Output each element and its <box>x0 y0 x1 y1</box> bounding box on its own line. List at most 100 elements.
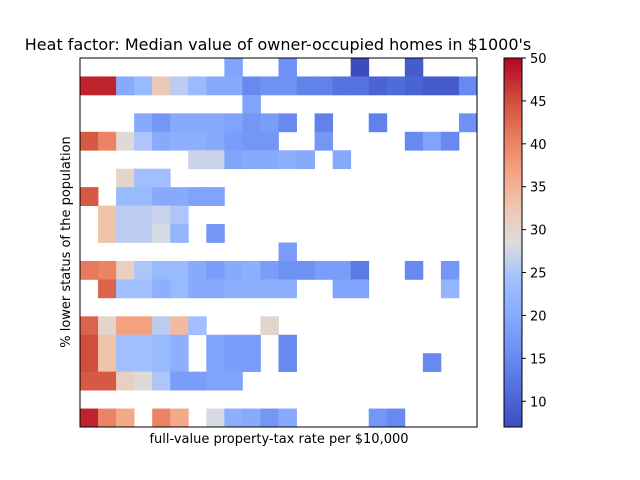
heatmap-cell <box>242 131 261 151</box>
colorbar-tick-label: 50 <box>530 52 547 67</box>
heatmap-cell <box>98 205 117 225</box>
heatmap-cell <box>188 113 207 133</box>
heatmap-cell <box>332 279 352 299</box>
heatmap-cell <box>152 76 171 96</box>
heatmap-cell <box>188 279 207 299</box>
heatmap-cell <box>404 76 424 96</box>
heatmap-cell <box>404 260 424 280</box>
colorbar-tick-label: 15 <box>530 352 547 367</box>
heatmap-cell <box>242 113 261 133</box>
heatmap-cell <box>152 353 171 373</box>
heatmap-cell <box>206 131 225 151</box>
heatmap-cell <box>80 187 99 206</box>
heatmap-cell <box>422 353 442 373</box>
heatmap-cells <box>80 58 478 428</box>
heatmap-cell <box>242 150 261 170</box>
heatmap-cell <box>170 334 189 354</box>
heatmap-cell <box>278 150 297 170</box>
heatmap-cell <box>134 316 153 336</box>
heatmap-cell <box>116 205 135 225</box>
heatmap-cell <box>206 113 225 133</box>
heatmap-cell <box>98 76 117 96</box>
heatmap-cell <box>296 76 315 96</box>
heatmap-cell <box>152 187 171 206</box>
heatmap-cell <box>188 150 207 170</box>
heatmap-cell <box>188 316 207 336</box>
heatmap-cell <box>134 168 153 188</box>
heatmap-cell <box>152 131 171 151</box>
heatmap-cell <box>350 279 370 299</box>
heatmap-cell <box>206 371 225 391</box>
heatmap-cell <box>134 131 153 151</box>
heatmap-cell <box>260 316 279 336</box>
heatmap-cell <box>350 76 370 96</box>
heatmap-cell <box>98 224 117 243</box>
heatmap-cell <box>170 260 189 280</box>
heatmap-cell <box>260 408 279 428</box>
heatmap-cell <box>278 113 297 133</box>
colorbar-tick-label: 20 <box>530 309 547 324</box>
heatmap-cell <box>116 187 135 206</box>
heatmap-cell <box>242 94 261 114</box>
heatmap-cell <box>260 260 279 280</box>
heatmap-cell <box>188 131 207 151</box>
heatmap-cell <box>314 131 334 151</box>
colorbar-tick-label: 45 <box>530 95 547 110</box>
heatmap-cell <box>224 279 243 299</box>
heatmap-cell <box>332 76 352 96</box>
heatmap-cell <box>386 76 406 96</box>
heatmap-cell <box>224 371 243 391</box>
heatmap-cell <box>116 76 135 96</box>
heatmap-cell <box>224 131 243 151</box>
heatmap-cell <box>116 316 135 336</box>
heatmap-cell <box>260 113 279 133</box>
heatmap-cell <box>98 279 117 299</box>
heatmap-cell <box>206 76 225 96</box>
heatmap-cell <box>314 260 334 280</box>
heatmap-cell <box>242 334 261 354</box>
heatmap-cell <box>422 131 442 151</box>
heatmap-cell <box>224 408 243 428</box>
heatmap-cell <box>80 371 99 391</box>
heatmap-cell <box>116 371 135 391</box>
heatmap-cell <box>170 353 189 373</box>
heatmap-cell <box>80 260 99 280</box>
heatmap-cell <box>314 76 334 96</box>
heatmap-cell <box>80 334 99 354</box>
heatmap-cell <box>152 113 171 133</box>
heatmap-cell <box>422 76 442 96</box>
heatmap-cell <box>242 408 261 428</box>
heatmap-cell <box>278 76 297 96</box>
heatmap-cell <box>386 408 406 428</box>
heatmap-cell <box>206 224 225 243</box>
colorbar-tick-label: 35 <box>530 181 547 196</box>
heatmap-cell <box>116 168 135 188</box>
heatmap-cell <box>170 408 189 428</box>
heatmap-cell <box>278 408 297 428</box>
colorbar-tick-label: 10 <box>530 395 547 410</box>
heatmap-cell <box>134 113 153 133</box>
heatmap-cell <box>242 76 261 96</box>
chart-title: Heat factor: Median value of owner-occup… <box>25 35 531 54</box>
heatmap-cell <box>206 408 225 428</box>
heatmap-cell <box>188 371 207 391</box>
heatmap-cell <box>224 150 243 170</box>
heatmap-cell <box>278 58 297 77</box>
heatmap-cell <box>404 131 424 151</box>
heatmap-cell <box>98 353 117 373</box>
heatmap-cell <box>152 205 171 225</box>
heatmap-cell <box>224 260 243 280</box>
heatmap-cell <box>350 58 370 77</box>
heatmap-cell <box>80 131 99 151</box>
heatmap-cell <box>404 58 424 77</box>
heatmap-cell <box>206 353 225 373</box>
heatmap-cell <box>116 408 135 428</box>
heatmap-cell <box>152 168 171 188</box>
heatmap-cell <box>134 205 153 225</box>
heatmap-cell <box>134 279 153 299</box>
heatmap-cell <box>368 113 388 133</box>
heatmap-cell <box>206 334 225 354</box>
heatmap-cell <box>170 371 189 391</box>
heatmap-cell <box>134 76 153 96</box>
heatmap-cell <box>98 260 117 280</box>
